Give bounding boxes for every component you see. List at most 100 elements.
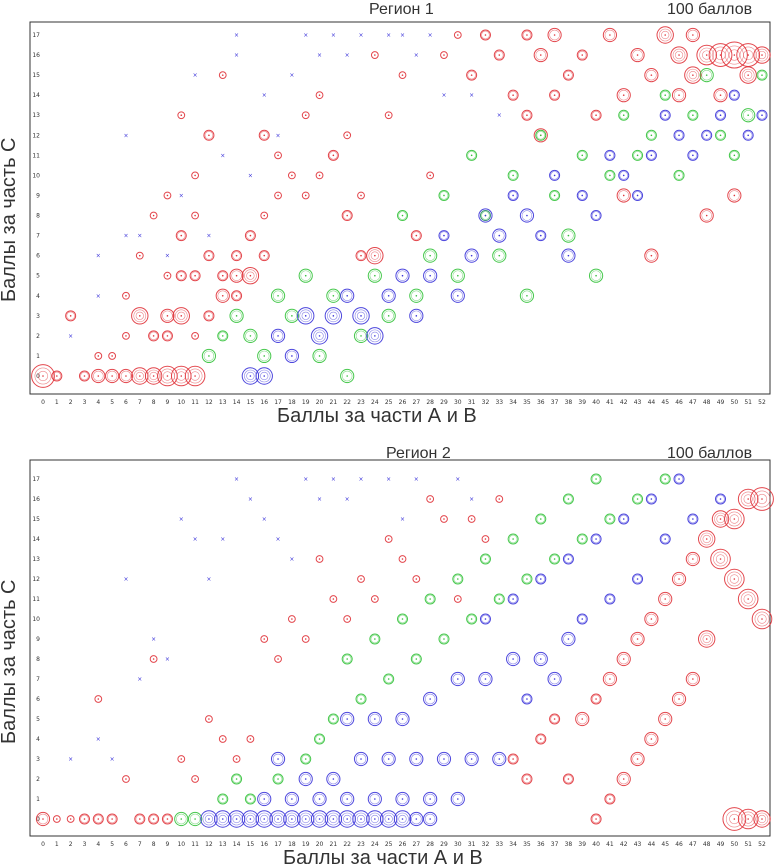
data-point-red: [659, 713, 671, 725]
data-point-red: [94, 695, 103, 703]
x-tick-label: 18: [288, 399, 296, 406]
data-point-blue: [368, 329, 382, 343]
data-point-blue: [310, 810, 329, 828]
data-point-center: [512, 658, 514, 660]
single-mark: ×: [193, 536, 198, 543]
x-tick-label: 40: [592, 399, 600, 406]
data-point-center: [595, 114, 597, 117]
data-point-green: [467, 614, 476, 624]
single-mark: ×: [262, 516, 267, 523]
data-point-red: [35, 811, 51, 827]
data-point-green: [452, 573, 464, 585]
data-point-red: [231, 250, 243, 262]
y-tick-label: 14: [32, 92, 40, 99]
data-point-center: [401, 798, 404, 800]
data-point-center: [415, 234, 418, 237]
data-point-red: [246, 735, 255, 743]
data-point-blue: [659, 533, 671, 545]
data-point-green: [258, 350, 270, 362]
data-point-center: [415, 294, 418, 297]
data-point-blue: [450, 791, 465, 807]
y-tick-label: 6: [36, 696, 40, 703]
data-point-red: [616, 188, 631, 203]
data-point-green: [218, 794, 227, 804]
data-point-center: [705, 538, 708, 540]
data-point-red: [370, 251, 379, 260]
data-point-green: [716, 131, 725, 140]
data-point-red: [66, 815, 75, 823]
corner-note: 100 баллов: [667, 445, 752, 462]
data-point-red: [743, 814, 753, 824]
x-tick-label: 8: [152, 399, 156, 406]
data-point-blue: [590, 210, 602, 222]
data-point-red: [729, 813, 740, 825]
data-point-red: [191, 331, 199, 340]
data-point-red: [412, 231, 421, 240]
data-point-center: [152, 335, 155, 337]
data-point-center: [125, 294, 127, 297]
data-point-center: [498, 598, 501, 600]
x-tick-label: 52: [758, 399, 766, 406]
data-point-blue: [341, 290, 353, 302]
data-point-red: [342, 211, 352, 220]
x-tick-label: 36: [537, 399, 545, 406]
data-point-center: [166, 335, 169, 337]
data-point-blue: [329, 814, 338, 824]
data-point-center: [152, 375, 155, 377]
data-point-blue: [329, 311, 338, 320]
data-point-red: [161, 813, 173, 825]
data-point-blue: [246, 814, 255, 824]
data-point-red: [755, 812, 769, 826]
data-point-blue: [260, 371, 269, 381]
data-point-center: [539, 518, 542, 520]
data-point-blue: [578, 614, 587, 624]
data-point-green: [563, 230, 574, 241]
data-point-red: [495, 495, 504, 503]
x-tick-label: 45: [661, 841, 669, 848]
data-point-blue: [757, 111, 767, 120]
data-point-center: [470, 74, 473, 76]
data-point-red: [687, 553, 699, 565]
data-point-green: [562, 493, 574, 505]
data-point-blue: [701, 129, 713, 141]
data-point-blue: [673, 129, 685, 141]
data-point-center: [622, 174, 625, 177]
data-point-center: [346, 134, 348, 137]
data-point-center: [221, 818, 224, 820]
data-point-blue: [227, 810, 246, 828]
data-point-center: [498, 254, 501, 257]
data-point-blue: [381, 751, 396, 767]
data-point-green: [410, 653, 422, 665]
x-tick-label: 21: [330, 399, 338, 406]
x-tick-label: 2: [69, 399, 73, 406]
data-point-red: [135, 371, 144, 381]
data-point-red: [618, 190, 629, 201]
data-marks: × × × × × × × × × × × × × × × × × × × × × × × × × ×: [35, 473, 774, 831]
data-point-red: [204, 131, 214, 140]
data-point-center: [221, 798, 224, 800]
data-point-blue: [494, 230, 505, 241]
data-point-red: [508, 754, 518, 764]
data-point-red: [108, 352, 117, 360]
y-tick-label: 1: [36, 353, 40, 360]
data-point-green: [383, 310, 394, 322]
y-tick-label: 10: [32, 172, 40, 179]
single-mark: ×: [165, 253, 170, 260]
x-tick-label: 39: [578, 399, 586, 406]
data-point-red: [508, 90, 518, 100]
data-point-red: [217, 290, 229, 302]
data-point-red: [426, 495, 435, 503]
data-point-blue: [508, 594, 518, 604]
x-tick-label: 2: [69, 841, 73, 848]
data-point-blue: [381, 288, 396, 303]
x-tick-label: 4: [96, 399, 100, 406]
y-tick-label: 6: [36, 253, 40, 260]
data-point-center: [318, 355, 321, 357]
data-point-red: [714, 512, 727, 526]
single-mark: ×: [345, 52, 350, 59]
data-point-center: [387, 758, 390, 760]
data-point-blue: [395, 791, 410, 807]
data-point-center: [360, 698, 362, 700]
data-point-red: [562, 773, 574, 785]
data-point-center: [318, 818, 321, 820]
